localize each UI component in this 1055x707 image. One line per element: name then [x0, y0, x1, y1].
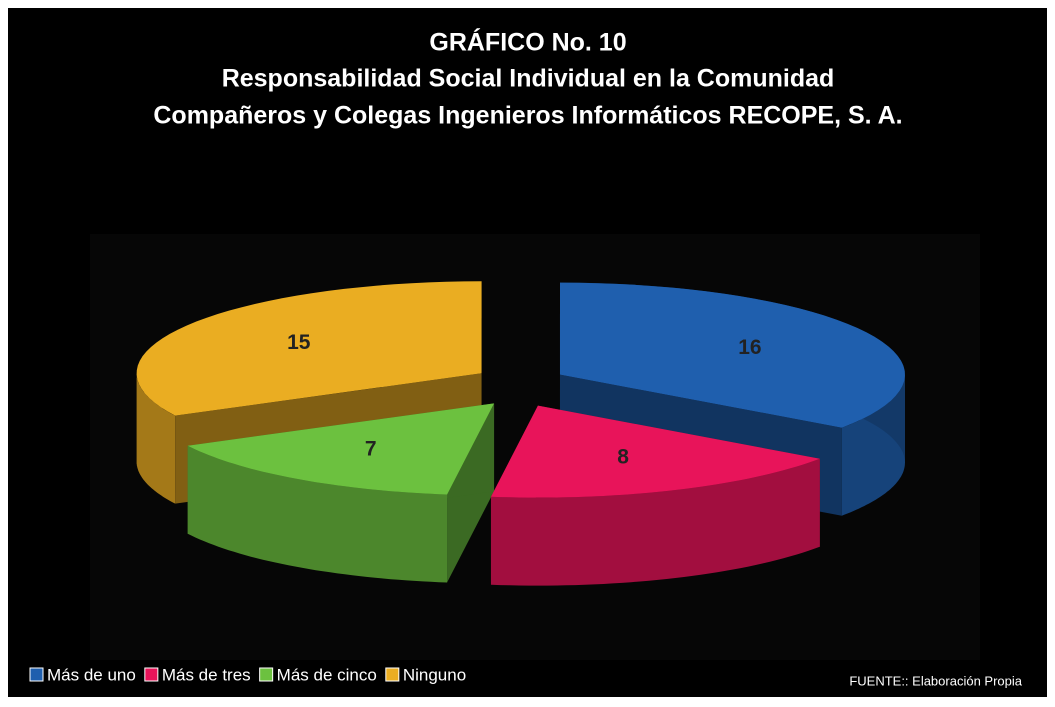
chart-title: Responsabilidad Social Individual en la … — [222, 65, 835, 93]
slice — [187, 403, 495, 495]
legend-label: Ninguno — [403, 665, 466, 684]
data-label: 8 — [617, 446, 629, 469]
source: FUENTE:: Elaboración Propia — [849, 673, 1022, 688]
chart-title: Compañeros y Colegas Ingenieros Informát… — [153, 102, 902, 130]
slice-side — [187, 445, 448, 583]
slice-side — [491, 458, 820, 586]
data-label: 16 — [738, 336, 761, 359]
legend-swatch — [29, 667, 44, 682]
legend-swatch — [259, 667, 274, 682]
slice — [559, 282, 905, 428]
slice-side — [136, 373, 176, 504]
slice — [136, 281, 482, 416]
legend-label: Más de cinco — [277, 665, 377, 684]
slice — [491, 405, 820, 498]
legend-swatch — [144, 667, 159, 682]
legend-label: Más de uno — [47, 665, 136, 684]
legend-swatch — [385, 667, 400, 682]
data-label: 15 — [287, 331, 311, 354]
data-label: 7 — [365, 438, 377, 461]
chart-title: GRÁFICO No. 10 — [429, 28, 626, 57]
legend-label: Más de tres — [162, 665, 251, 684]
